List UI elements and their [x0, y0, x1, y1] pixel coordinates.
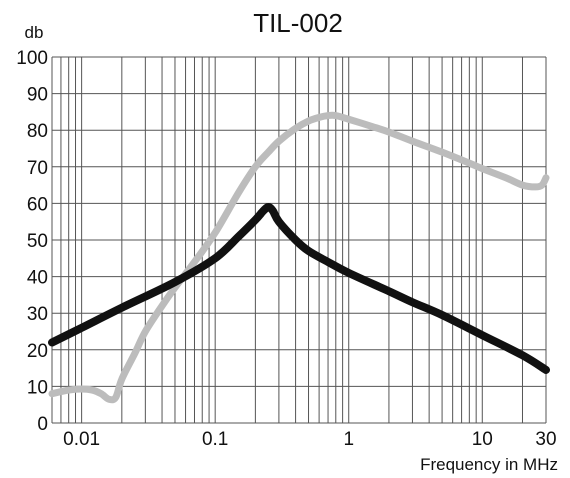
- x-tick-label: 0.01: [63, 429, 100, 450]
- y-tick-label: 60: [27, 194, 48, 215]
- x-axis-label: Frequency in MHz: [420, 455, 558, 474]
- x-tick-label: 1: [343, 429, 354, 450]
- y-tick-label: 20: [27, 341, 48, 362]
- grid: [51, 56, 547, 424]
- series-lines: [48, 111, 550, 404]
- y-tick-label: 0: [37, 414, 48, 435]
- y-tick-label: 90: [27, 85, 48, 106]
- y-tick-label: 80: [27, 121, 48, 142]
- y-tick-label: 70: [27, 158, 48, 179]
- chart-title: TIL-002: [253, 8, 343, 38]
- x-tick-label: 0.1: [202, 429, 228, 450]
- y-tick-label: 100: [16, 48, 48, 69]
- x-tick-label: 10: [472, 429, 493, 450]
- axis-ticks: 0 10 20 30 40 50 60 70 80 90 100 0.01 0.1 1 10 30: [16, 48, 556, 450]
- series-line-2: [48, 203, 550, 374]
- series-line-1: [48, 111, 550, 404]
- y-tick-label: 40: [27, 268, 48, 289]
- y-axis-label: db: [25, 23, 44, 42]
- y-tick-label: 30: [27, 304, 48, 325]
- y-tick-label: 50: [27, 231, 48, 252]
- y-tick-label: 10: [27, 377, 48, 398]
- x-tick-label: 30: [535, 429, 556, 450]
